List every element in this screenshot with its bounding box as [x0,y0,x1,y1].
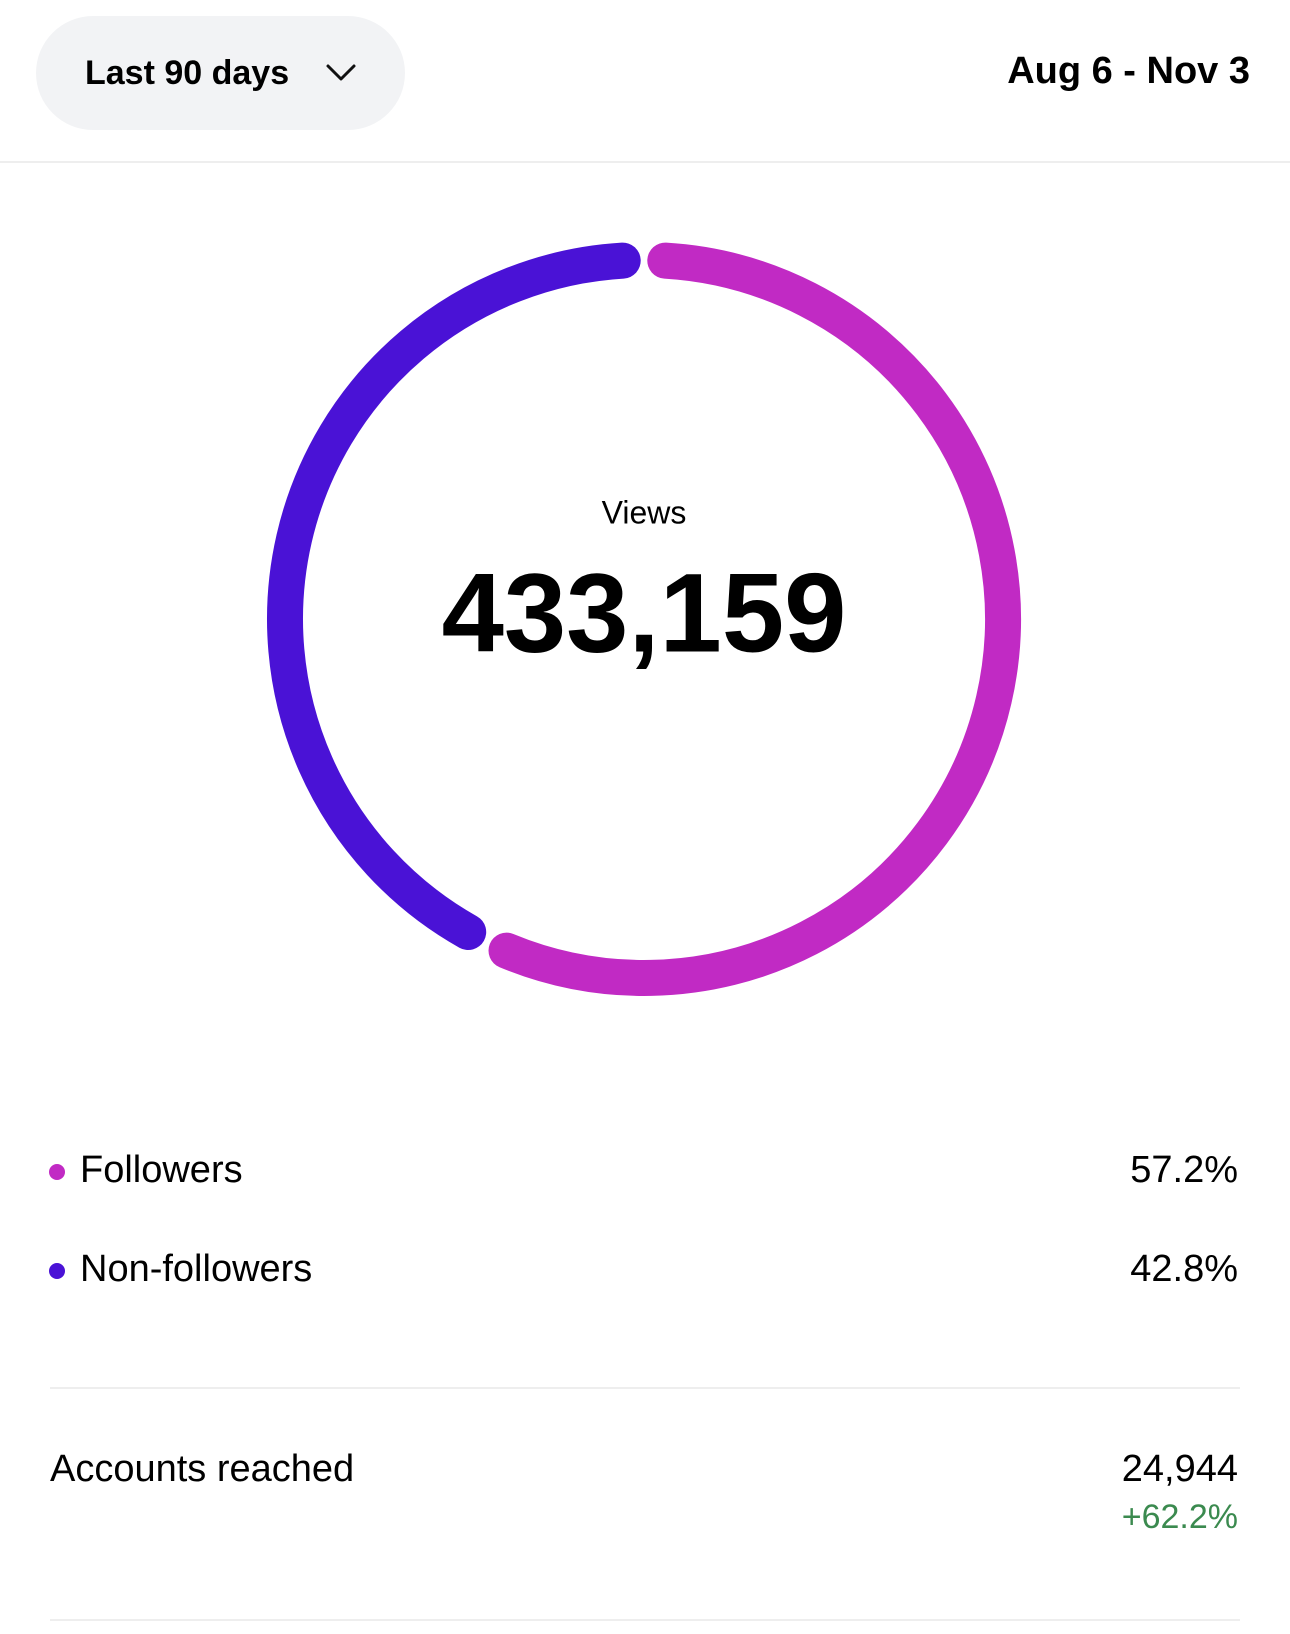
metric-value: 24,944 [1122,1448,1238,1490]
date-range: Aug 6 - Nov 3 [1007,50,1250,92]
legend-label: Non-followers [80,1248,312,1290]
center-label: Views [602,494,687,530]
donut-segment [488,242,1021,996]
legend: Followers 57.2% Non-followers 42.8% [49,1149,1238,1290]
chevron-icon[interactable] [326,64,356,81]
legend-label: Followers [80,1149,243,1191]
donut-segment [267,242,641,951]
legend-dot [49,1263,65,1279]
donut [267,242,1021,996]
legend-dot [49,1164,65,1180]
metric-change: +62.2% [1122,1498,1238,1536]
range-selector[interactable] [36,16,405,130]
metric-label: Accounts reached [50,1448,354,1490]
legend-value: 57.2% [1130,1149,1238,1191]
legend-value: 42.8% [1130,1248,1238,1290]
center-value: 433,159 [442,551,847,676]
range-selector-label[interactable]: Last 90 days [85,54,289,92]
